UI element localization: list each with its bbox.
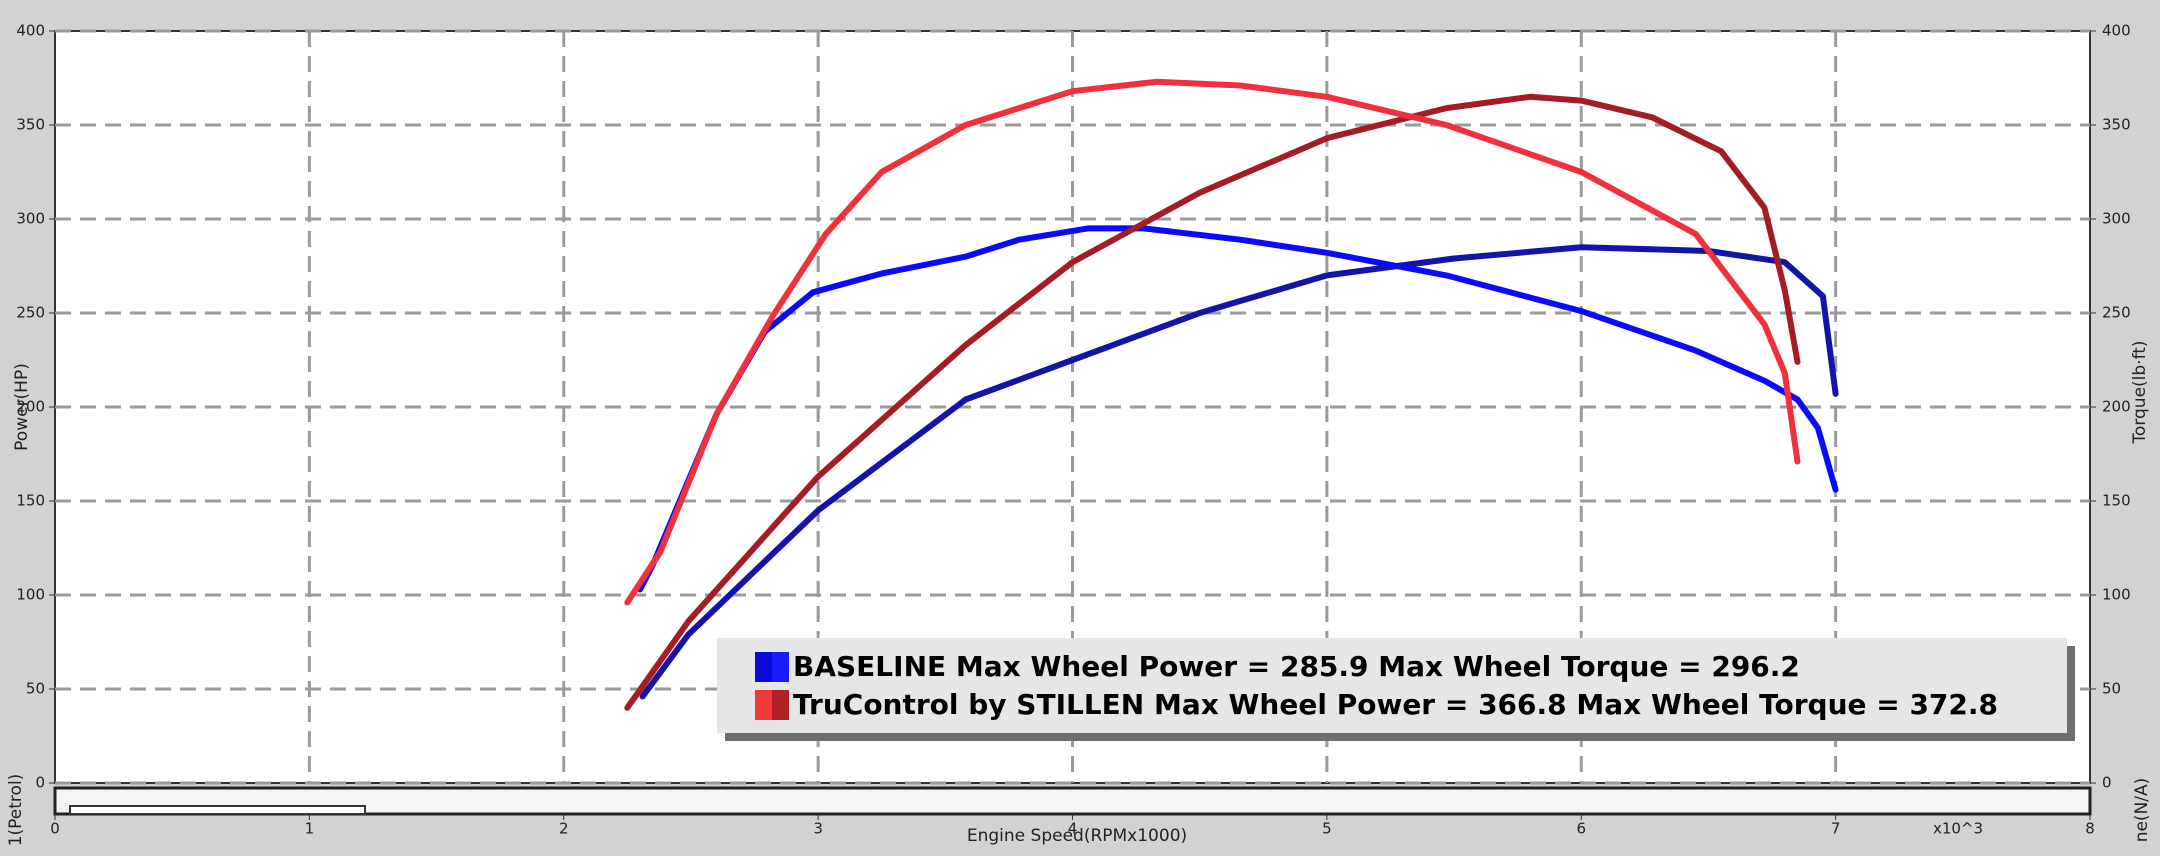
x-multiplier: x10^3 (1933, 820, 1983, 838)
x-tick-label: 4 (1068, 820, 1078, 838)
y2-tick-label: 100 (2102, 586, 2131, 604)
x-axis-label: Engine Speed(RPMx1000) (967, 826, 1187, 846)
y2-tick-label: 50 (2102, 680, 2121, 698)
x-tick-label: 1 (305, 820, 315, 838)
y-tick-label: 50 (26, 680, 45, 698)
y2-tick-label: 400 (2102, 22, 2131, 40)
legend-swatch (772, 652, 789, 682)
y-tick-label: 250 (16, 304, 45, 322)
bottom-right-label: ne(N/A) (2132, 778, 2152, 843)
strip-bar (69, 805, 366, 815)
series-line (624, 93, 1801, 711)
x-tick-label: 8 (2085, 820, 2095, 838)
y-tick-label: 200 (16, 398, 45, 416)
x-tick-label: 2 (559, 820, 569, 838)
legend-box (717, 638, 2067, 733)
x-tick-label: 3 (813, 820, 823, 838)
y2-tick-label: 250 (2102, 304, 2131, 322)
legend-swatch (772, 690, 789, 720)
grid: 0501001502002503003504000501001502002503… (16, 22, 2130, 838)
y2-tick-label: 300 (2102, 210, 2131, 228)
y-tick-label: 150 (16, 492, 45, 510)
x-tick-label: 0 (50, 820, 60, 838)
y2-tick-label: 200 (2102, 398, 2131, 416)
y2-tick-label: 150 (2102, 492, 2131, 510)
x-tick-label: 5 (1322, 820, 1332, 838)
y-tick-label: 0 (35, 774, 45, 792)
legend-swatch (755, 690, 772, 720)
y2-tick-label: 0 (2102, 774, 2112, 792)
legend: BASELINE Max Wheel Power = 285.9 Max Whe… (717, 638, 2075, 741)
series-line (624, 78, 1801, 606)
legend-label: TruControl by STILLEN Max Wheel Power = … (793, 688, 1998, 721)
bottom-left-label: 1(Petrol) (6, 774, 26, 847)
y-tick-label: 100 (16, 586, 45, 604)
legend-swatch (755, 652, 772, 682)
y-tick-label: 400 (16, 22, 45, 40)
y-tick-label: 350 (16, 116, 45, 134)
y-axis-label: Power(HP) (12, 363, 32, 451)
y2-tick-label: 350 (2102, 116, 2131, 134)
x-tick-label: 7 (1831, 820, 1841, 838)
y-tick-label: 300 (16, 210, 45, 228)
x-tick-label: 6 (1576, 820, 1586, 838)
series-lines (624, 78, 1839, 711)
series-line (639, 244, 1839, 700)
legend-label: BASELINE Max Wheel Power = 285.9 Max Whe… (793, 650, 1800, 683)
y2-axis-label: Torque(lb·ft) (2130, 340, 2150, 444)
